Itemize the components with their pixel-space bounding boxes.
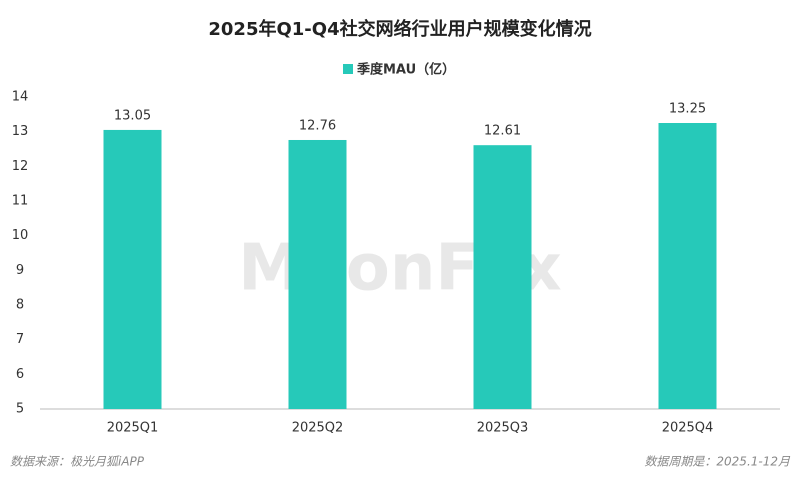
y-tick-label: 5 [16,402,24,417]
bar [658,123,717,409]
y-tick-label: 10 [12,228,29,243]
data-label: 13.05 [114,108,151,123]
y-tick-label: 9 [16,263,24,278]
x-tick-label: 2025Q3 [477,421,529,436]
y-tick-label: 11 [12,194,29,209]
x-tick-label: 2025Q4 [662,421,714,436]
bar [473,145,532,410]
y-tick-label: 12 [12,159,29,174]
y-tick-label: 7 [16,332,24,347]
x-tick-label: 2025Q2 [292,421,344,436]
data-label: 12.61 [484,124,521,139]
legend-swatch [343,64,353,74]
bar [103,129,162,409]
data-label: 12.76 [299,118,336,133]
y-tick-label: 8 [16,298,24,313]
period-note: 数据周期是：2025.1-12月 [644,455,791,469]
bar [288,139,347,409]
x-tick-label: 2025Q1 [107,421,159,436]
data-label: 13.25 [669,102,706,117]
y-tick-label: 6 [16,367,24,382]
source-note: 数据来源：极光月狐iAPP [10,455,145,469]
legend-label: 季度MAU（亿） [356,62,455,78]
y-tick-label: 14 [12,90,29,105]
chart-title: 2025年Q1-Q4社交网络行业用户规模变化情况 [208,18,591,40]
y-tick-label: 13 [12,124,29,139]
